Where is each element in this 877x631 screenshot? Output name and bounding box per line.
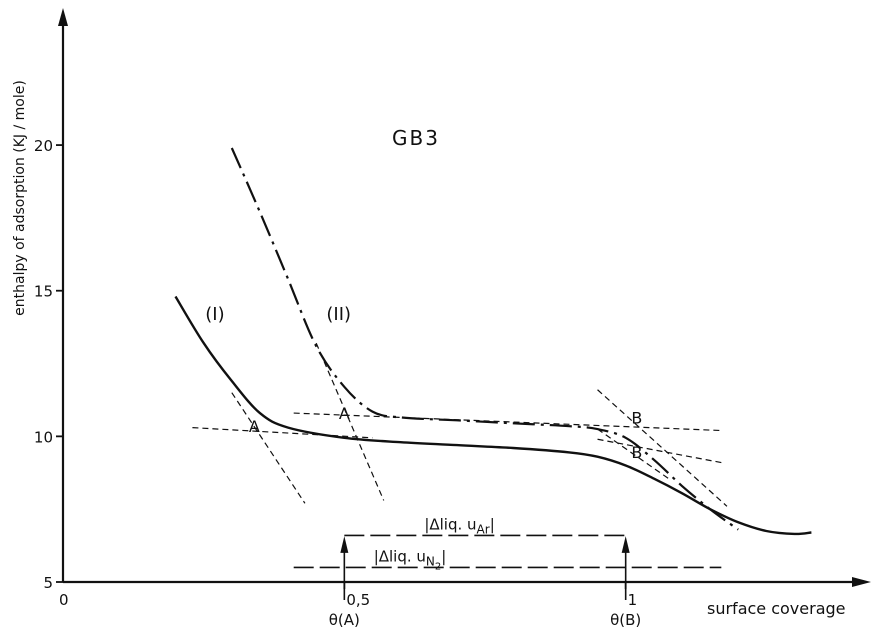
tangent-line <box>597 438 722 464</box>
reference-line-label: |Δliq. uAr| <box>424 515 494 536</box>
tangent-line <box>597 428 672 481</box>
curve-label: (II) <box>326 304 351 325</box>
reference-line-label-part: | <box>490 515 495 533</box>
reference-lines: |Δliq. uAr||Δliq. uN2|θ(A) θ(B) <box>293 515 722 629</box>
series-line-2 <box>230 147 739 531</box>
marker-label: θ(A) <box>329 611 360 629</box>
point-label: B <box>631 443 642 462</box>
y-axis-arrowhead <box>58 8 68 26</box>
tangent-line <box>192 427 373 439</box>
reference-line-label-part: |Δliq. u <box>424 515 476 533</box>
x-tick-label: 0 <box>59 591 69 609</box>
y-tick-label: 15 <box>34 283 53 301</box>
tangent-lines <box>192 342 728 507</box>
series-line-1 <box>174 295 812 536</box>
y-axis-label: enthalpy of adsorption (KJ / mole) <box>12 80 28 316</box>
tangent-line <box>293 412 722 432</box>
chart-title: GB3 <box>392 126 440 150</box>
y-tick-label: 20 <box>34 137 53 155</box>
x-axis-label: surface coverage <box>707 599 846 618</box>
curves <box>174 147 812 536</box>
marker-arrowhead <box>340 536 349 553</box>
reference-line-label: |Δliq. uN2| <box>374 547 447 572</box>
y-tick-label: 5 <box>43 574 53 592</box>
reference-line-label-part: | <box>441 547 446 565</box>
ticks: 5 10 15 20 0 0,5 1 <box>34 137 637 609</box>
x-tick-label: 0,5 <box>346 591 370 609</box>
point-label: B <box>631 408 642 427</box>
axes <box>58 8 871 587</box>
marker-arrowhead <box>621 536 630 553</box>
x-tick-label: 1 <box>628 591 638 609</box>
reference-line-label-part: 2 <box>435 561 441 572</box>
labels: GB3 enthalpy of adsorption (KJ / mole) s… <box>12 80 846 618</box>
curve-label: (I) <box>205 304 224 325</box>
reference-line-label-part: |Δliq. u <box>374 547 426 565</box>
y-tick-label: 10 <box>34 428 53 446</box>
tangent-line <box>597 389 728 507</box>
point-label: A <box>249 417 260 436</box>
reference-line-label-part: N <box>426 554 435 568</box>
tangent-line <box>315 342 385 501</box>
tangent-line <box>231 392 306 504</box>
point-label: A <box>339 404 350 423</box>
marker-label: θ(B) <box>610 611 641 629</box>
reference-line-label-part: Ar <box>477 522 490 536</box>
x-axis-arrowhead <box>852 577 871 587</box>
